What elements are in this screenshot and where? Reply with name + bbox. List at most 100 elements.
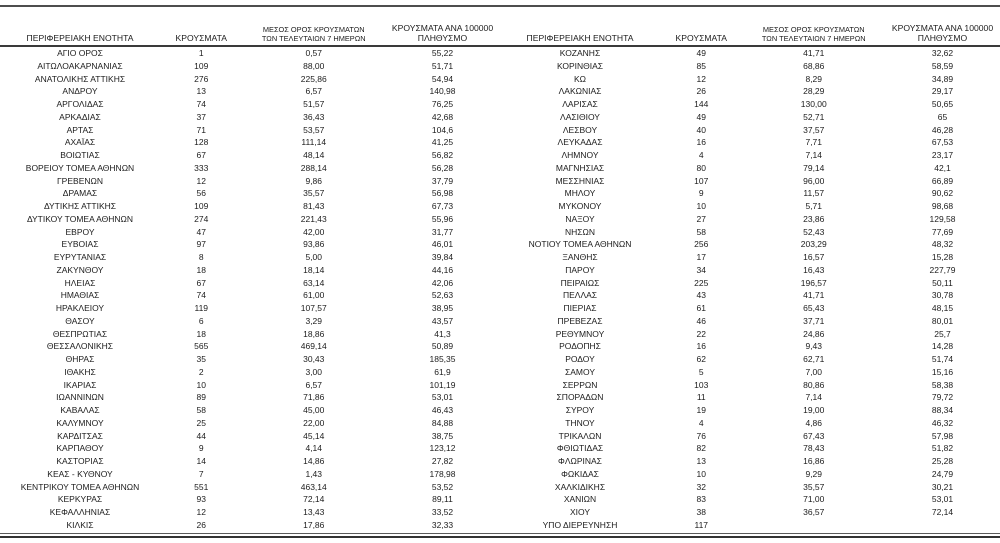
table-row: ΦΩΚΙΔΑΣ 10 9,29 24,79 (500, 468, 1000, 481)
table-row: ΛΑΡΙΣΑΣ 144 130,00 50,65 (500, 98, 1000, 111)
per100k-cell: 42,68 (431, 111, 454, 122)
cases-cell: 80 (696, 162, 706, 173)
region-name-cell: ΠΡΕΒΕΖΑΣ (557, 315, 603, 326)
region-name-cell: ΦΩΚΙΔΑΣ (561, 468, 599, 479)
table-row: ΚΑΛΥΜΝΟΥ 25 22,00 84,88 (0, 417, 500, 430)
top-rule-divider (0, 5, 1000, 7)
region-name-cell: ΠΙΕΡΙΑΣ (563, 303, 597, 313)
region-name-cell: ΛΑΣΙΘΙΟΥ (560, 111, 600, 122)
cases-cell: 40 (696, 124, 706, 135)
cases-cell: 56 (196, 188, 206, 199)
region-name-cell: ΦΛΩΡΙΝΑΣ (558, 456, 602, 466)
region-name-cell: ΤΗΝΟΥ (565, 417, 595, 428)
table-row: ΑΝΔΡΟΥ 13 6,57 140,98 (0, 85, 500, 98)
cases-cell: 19 (696, 405, 706, 415)
cases-cell: 62 (696, 354, 706, 364)
per100k-cell: 32,33 (431, 519, 454, 530)
region-name-cell: ΥΠΟ ΔΙΕΡΕΥΝΗΣΗ (542, 519, 618, 530)
table-row: ΠΑΡΟΥ 34 16,43 227,79 (500, 264, 1000, 277)
cases-cell: 58 (696, 226, 706, 237)
avg7-cell: 5,00 (305, 252, 323, 262)
avg7-cell: 4,86 (805, 417, 823, 428)
per100k-cell: 89,11 (432, 494, 453, 505)
avg7-cell: 203,29 (800, 239, 827, 250)
avg7-cell: 81,43 (303, 201, 325, 211)
region-name-cell: ΗΜΑΘΙΑΣ (60, 290, 100, 301)
region-name-cell: ΑΓΙΟ ΟΡΟΣ (57, 48, 103, 58)
header-7day-average: ΜΕΣΟΣ ΟΡΟΣ ΚΡΟΥΣΜΑΤΩΝ ΤΩΝ ΤΕΛΕΥΤΑΙΩΝ 7 Η… (261, 25, 366, 43)
cases-cell: 22 (696, 328, 706, 339)
per100k-cell: 41,3 (434, 328, 451, 339)
per100k-cell: 129,58 (929, 213, 956, 224)
table-row: ΦΛΩΡΙΝΑΣ 13 16,86 25,28 (500, 455, 1000, 468)
region-name-cell: ΣΑΜΟΥ (564, 366, 595, 377)
table-row: ΗΛΕΙΑΣ 67 63,14 42,06 (0, 277, 500, 290)
cases-cell: 13 (696, 456, 706, 466)
per100k-cell: 101,19 (429, 379, 456, 390)
header-cases: ΚΡΟΥΣΜΑΤΑ (175, 33, 227, 43)
table-row: ΘΗΡΑΣ 35 30,43 185,35 (0, 353, 500, 366)
per100k-cell: 66,89 (931, 175, 954, 186)
per100k-cell: 54,94 (431, 73, 454, 84)
per100k-cell: 178,98 (429, 468, 456, 479)
cases-cell: 274 (194, 213, 209, 224)
avg7-cell: 53,57 (303, 124, 325, 135)
cases-cell: 26 (696, 86, 706, 97)
table-row: ΜΑΓΝΗΣΙΑΣ 80 79,14 42,1 (500, 162, 1000, 175)
per100k-cell: 34,89 (931, 73, 954, 84)
table-row: ΚΑΡΔΙΤΣΑΣ 44 45,14 38,75 (0, 430, 500, 443)
cases-cell: 8 (198, 252, 204, 262)
per100k-cell: 53,52 (431, 481, 454, 492)
per100k-cell: 50,11 (932, 277, 953, 288)
region-name-cell: ΙΚΑΡΙΑΣ (63, 379, 97, 390)
cases-cell: 9 (698, 188, 704, 199)
cases-cell: 49 (696, 111, 706, 122)
per100k-cell: 90,62 (931, 188, 954, 199)
region-name-cell: ΚΑΡΠΑΘΟΥ (56, 443, 104, 454)
avg7-cell: 196,57 (800, 277, 827, 288)
cases-cell: 67 (196, 277, 206, 288)
avg7-cell: 48,14 (303, 150, 325, 160)
per100k-cell: 50,89 (431, 341, 454, 352)
per100k-cell: 77,69 (931, 226, 954, 237)
region-name-cell: ΕΒΡΟΥ (65, 226, 95, 237)
cases-cell: 117 (694, 519, 709, 530)
table-row: ΚΟΖΑΝΗΣ 49 41,71 32,62 (500, 47, 1000, 60)
per100k-cell: 15,28 (931, 252, 954, 262)
table-row: ΠΙΕΡΙΑΣ 61 65,43 48,15 (500, 302, 1000, 315)
region-name-cell: ΚΑΡΔΙΤΣΑΣ (57, 430, 103, 441)
avg7-cell: 71,00 (803, 494, 825, 505)
avg7-cell: 225,86 (300, 73, 327, 84)
avg7-cell: 16,86 (803, 456, 825, 466)
per100k-cell: 61,9 (434, 366, 451, 377)
region-name-cell: ΝΟΤΙΟΥ ΤΟΜΕΑ ΑΘΗΝΩΝ (528, 239, 632, 250)
region-name-cell: ΦΘΙΩΤΙΔΑΣ (556, 443, 604, 454)
avg7-cell: 22,00 (303, 417, 325, 428)
avg7-cell: 288,14 (300, 162, 327, 173)
cases-cell: 144 (694, 99, 709, 109)
table-row: ΧΑΝΙΩΝ 83 71,00 53,01 (500, 493, 1000, 506)
region-name-cell: ΚΙΛΚΙΣ (66, 519, 94, 530)
region-name-cell: ΛΑΡΙΣΑΣ (562, 99, 598, 109)
cases-cell: 10 (696, 468, 706, 479)
per100k-cell: 65 (937, 111, 948, 122)
cases-cell: 38 (696, 507, 706, 517)
per100k-cell: 30,21 (931, 481, 954, 492)
cases-cell: 37 (196, 111, 206, 122)
table-row: ΗΡΑΚΛΕΙΟΥ 119 107,57 38,95 (0, 302, 500, 315)
cases-cell: 12 (196, 507, 206, 517)
avg7-cell: 30,43 (303, 354, 325, 364)
region-name-cell: ΡΟΔΟΠΗΣ (559, 341, 601, 352)
cases-cell: 35 (196, 354, 206, 364)
table-row: ΠΕΛΛΑΣ 43 41,71 30,78 (500, 289, 1000, 302)
avg7-cell: 52,71 (803, 111, 825, 122)
region-name-cell: ΝΑΞΟΥ (565, 213, 595, 224)
cases-cell: 103 (694, 379, 709, 390)
cases-cell: 46 (696, 315, 706, 326)
avg7-cell: 3,29 (305, 315, 323, 326)
cases-cell: 18 (196, 264, 206, 275)
region-name-cell: ΚΕΑΣ - ΚΥΘΝΟΥ (47, 468, 113, 479)
per100k-cell: 14,28 (931, 341, 954, 352)
per100k-cell: 55,22 (431, 48, 454, 58)
avg7-cell: 221,43 (300, 213, 327, 224)
